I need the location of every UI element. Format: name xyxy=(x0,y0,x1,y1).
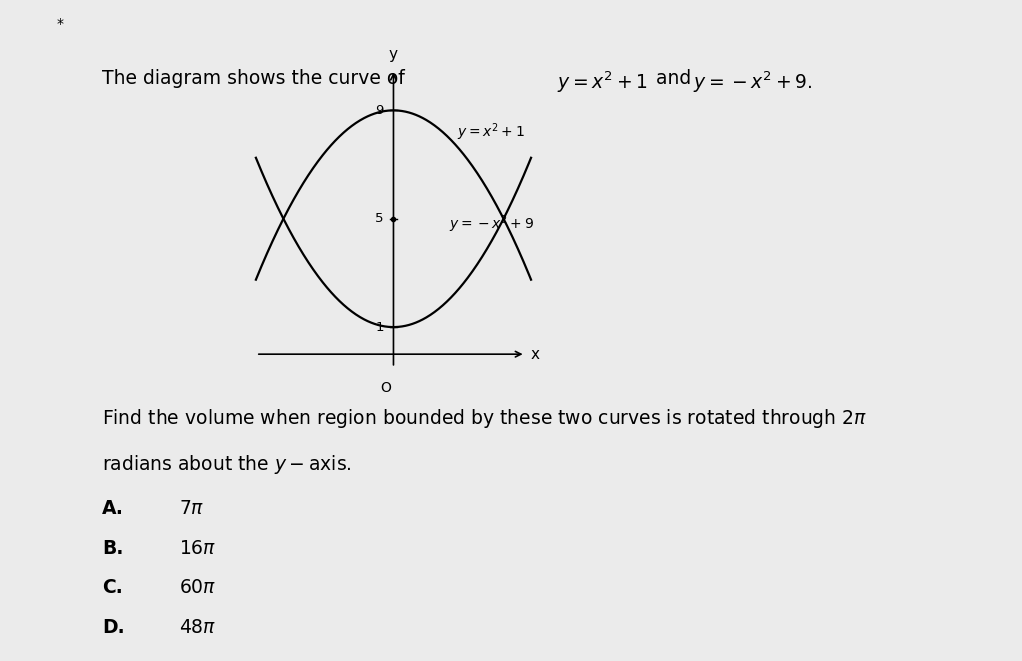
Text: $16\pi$: $16\pi$ xyxy=(179,539,217,558)
Text: 1: 1 xyxy=(375,321,383,334)
Text: Find the volume when region bounded by these two curves is rotated through $2\pi: Find the volume when region bounded by t… xyxy=(102,407,868,430)
Text: $7\pi$: $7\pi$ xyxy=(179,499,204,518)
Text: y: y xyxy=(389,47,398,61)
Text: radians about the $y-$axis.: radians about the $y-$axis. xyxy=(102,453,352,476)
Text: B.: B. xyxy=(102,539,124,558)
Text: C.: C. xyxy=(102,578,123,598)
Text: $y=x^2+1$: $y=x^2+1$ xyxy=(457,121,524,143)
Text: $48\pi$: $48\pi$ xyxy=(179,618,217,637)
Text: $y=-x^2+9$.: $y=-x^2+9$. xyxy=(693,69,812,95)
Text: The diagram shows the curve of: The diagram shows the curve of xyxy=(102,69,411,89)
Text: $y=x^2+1$: $y=x^2+1$ xyxy=(557,69,648,95)
Text: and: and xyxy=(650,69,697,89)
Text: A.: A. xyxy=(102,499,124,518)
Text: $60\pi$: $60\pi$ xyxy=(179,578,217,598)
Text: 9: 9 xyxy=(375,104,383,117)
Text: $y=-x^2+9$: $y=-x^2+9$ xyxy=(449,214,533,235)
Text: 5: 5 xyxy=(375,212,383,225)
Text: x: x xyxy=(531,346,540,362)
Text: O: O xyxy=(380,381,390,395)
Text: *: * xyxy=(56,17,63,30)
Text: D.: D. xyxy=(102,618,125,637)
